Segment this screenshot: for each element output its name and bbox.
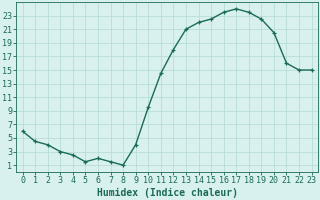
X-axis label: Humidex (Indice chaleur): Humidex (Indice chaleur) [97, 188, 237, 198]
